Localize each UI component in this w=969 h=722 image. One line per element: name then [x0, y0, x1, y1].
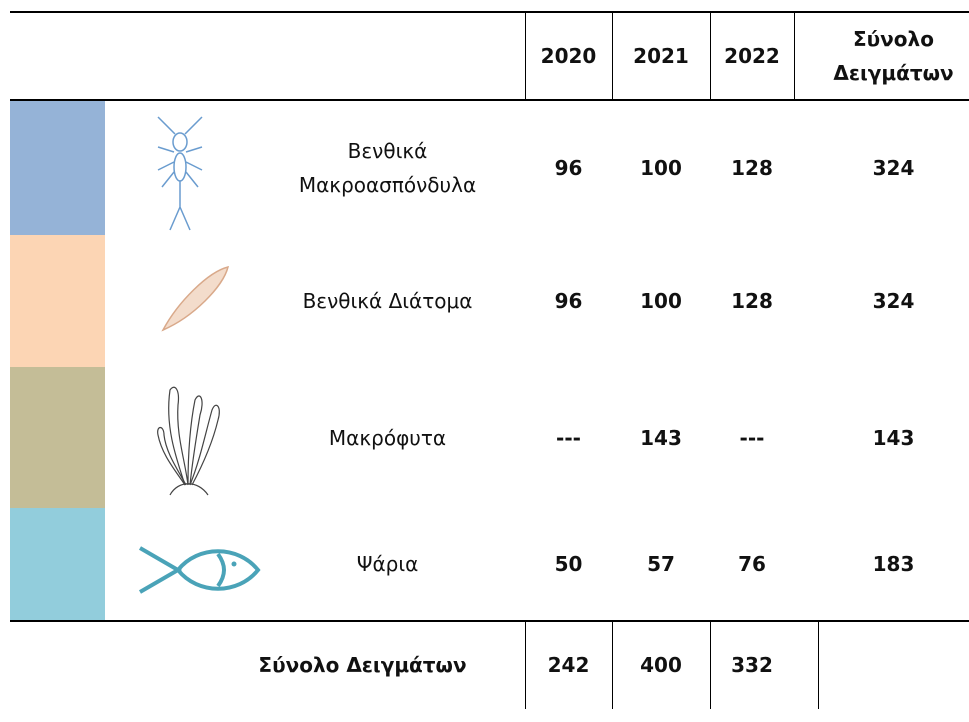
- value-cell: 100: [640, 289, 682, 313]
- rule: [525, 12, 526, 100]
- row-label: Βενθικά Μακροασπόνδυλα: [298, 139, 477, 197]
- value-cell: ---: [739, 425, 765, 450]
- row-label: Μακρόφυτα: [328, 425, 447, 450]
- plant-icon: [157, 386, 220, 496]
- header-cell: 2022: [724, 44, 780, 68]
- value-cell: 128: [731, 289, 773, 313]
- row-label: Ψάρια: [356, 552, 419, 576]
- rule: [710, 12, 711, 100]
- value-cell: 96: [554, 156, 583, 180]
- footer-cell: 242: [547, 653, 590, 677]
- color-swatch: [10, 101, 105, 235]
- value-cell: 143: [872, 425, 915, 450]
- color-swatch: [10, 508, 105, 620]
- value-cell: 100: [640, 156, 682, 180]
- insect-icon: [157, 116, 203, 231]
- header-cell: 2021: [633, 44, 689, 68]
- fish-icon: [138, 546, 261, 594]
- value-cell: 57: [647, 552, 675, 576]
- rule: [10, 99, 969, 101]
- diatom-icon: [161, 265, 230, 332]
- rule: [612, 621, 613, 709]
- rule: [10, 11, 969, 13]
- value-cell: 128: [731, 156, 773, 180]
- header-cell: 2020: [540, 44, 597, 68]
- value-cell: 76: [738, 552, 766, 576]
- value-cell: 324: [872, 156, 915, 180]
- rule: [525, 621, 526, 709]
- value-cell: 96: [554, 289, 583, 313]
- header-cell: Σύνολο Δειγμάτων: [833, 27, 954, 85]
- color-swatch: [10, 235, 105, 367]
- value-cell: ---: [556, 425, 581, 450]
- color-swatch: [10, 367, 105, 508]
- value-cell: 183: [872, 552, 915, 576]
- rule: [794, 12, 795, 100]
- rule: [10, 620, 969, 622]
- footer-cell: 400: [640, 653, 682, 677]
- rule: [710, 621, 711, 709]
- rule: [612, 12, 613, 100]
- value-cell: 50: [554, 552, 583, 576]
- rule: [818, 621, 819, 709]
- value-cell: 324: [872, 289, 915, 313]
- value-cell: 143: [640, 425, 682, 450]
- footer-label: Σύνολο Δειγμάτων: [258, 653, 467, 677]
- row-label: Βενθικά Διάτομα: [302, 289, 473, 313]
- footer-cell: 332: [731, 653, 773, 677]
